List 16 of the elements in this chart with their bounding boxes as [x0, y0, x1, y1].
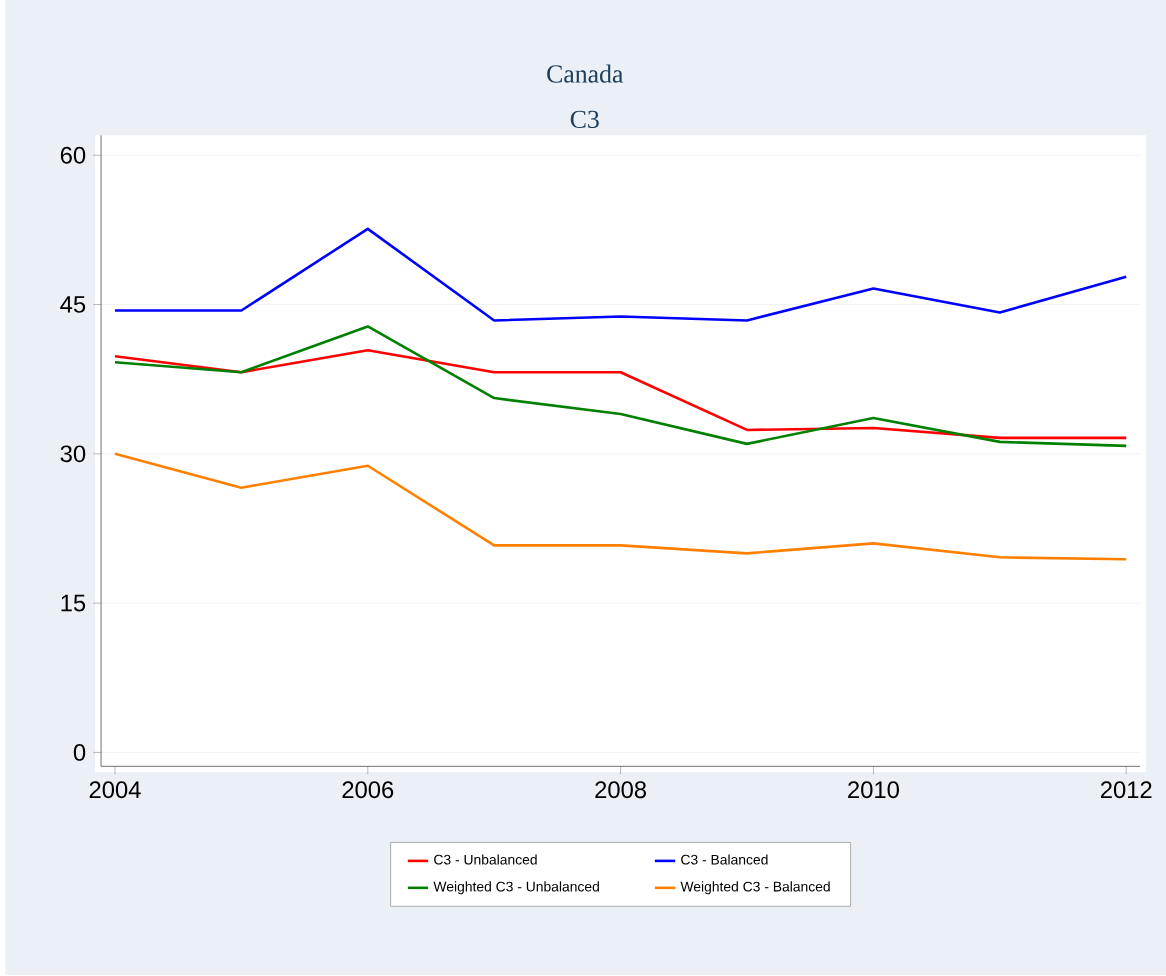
y-tick-label: 30	[60, 445, 86, 463]
line-series	[113, 452, 1128, 561]
line-series	[113, 227, 1128, 323]
y-tick-label: 60	[60, 147, 86, 164]
x-tick-label: 2008	[595, 781, 647, 799]
y-tick-label: 0	[73, 744, 86, 762]
line-series	[113, 349, 1128, 440]
chart-title: Canada	[547, 64, 624, 84]
chart-subtitle: C3	[570, 111, 599, 129]
line-series	[113, 325, 1128, 448]
x-tick-label: 2006	[342, 781, 394, 799]
x-tick-label: 2004	[89, 781, 141, 799]
y-tick-label: 45	[60, 296, 86, 314]
y-tick-label: 15	[61, 595, 86, 612]
x-tick-label: 2010	[848, 781, 899, 799]
x-tick-label: 2012	[1100, 781, 1152, 799]
